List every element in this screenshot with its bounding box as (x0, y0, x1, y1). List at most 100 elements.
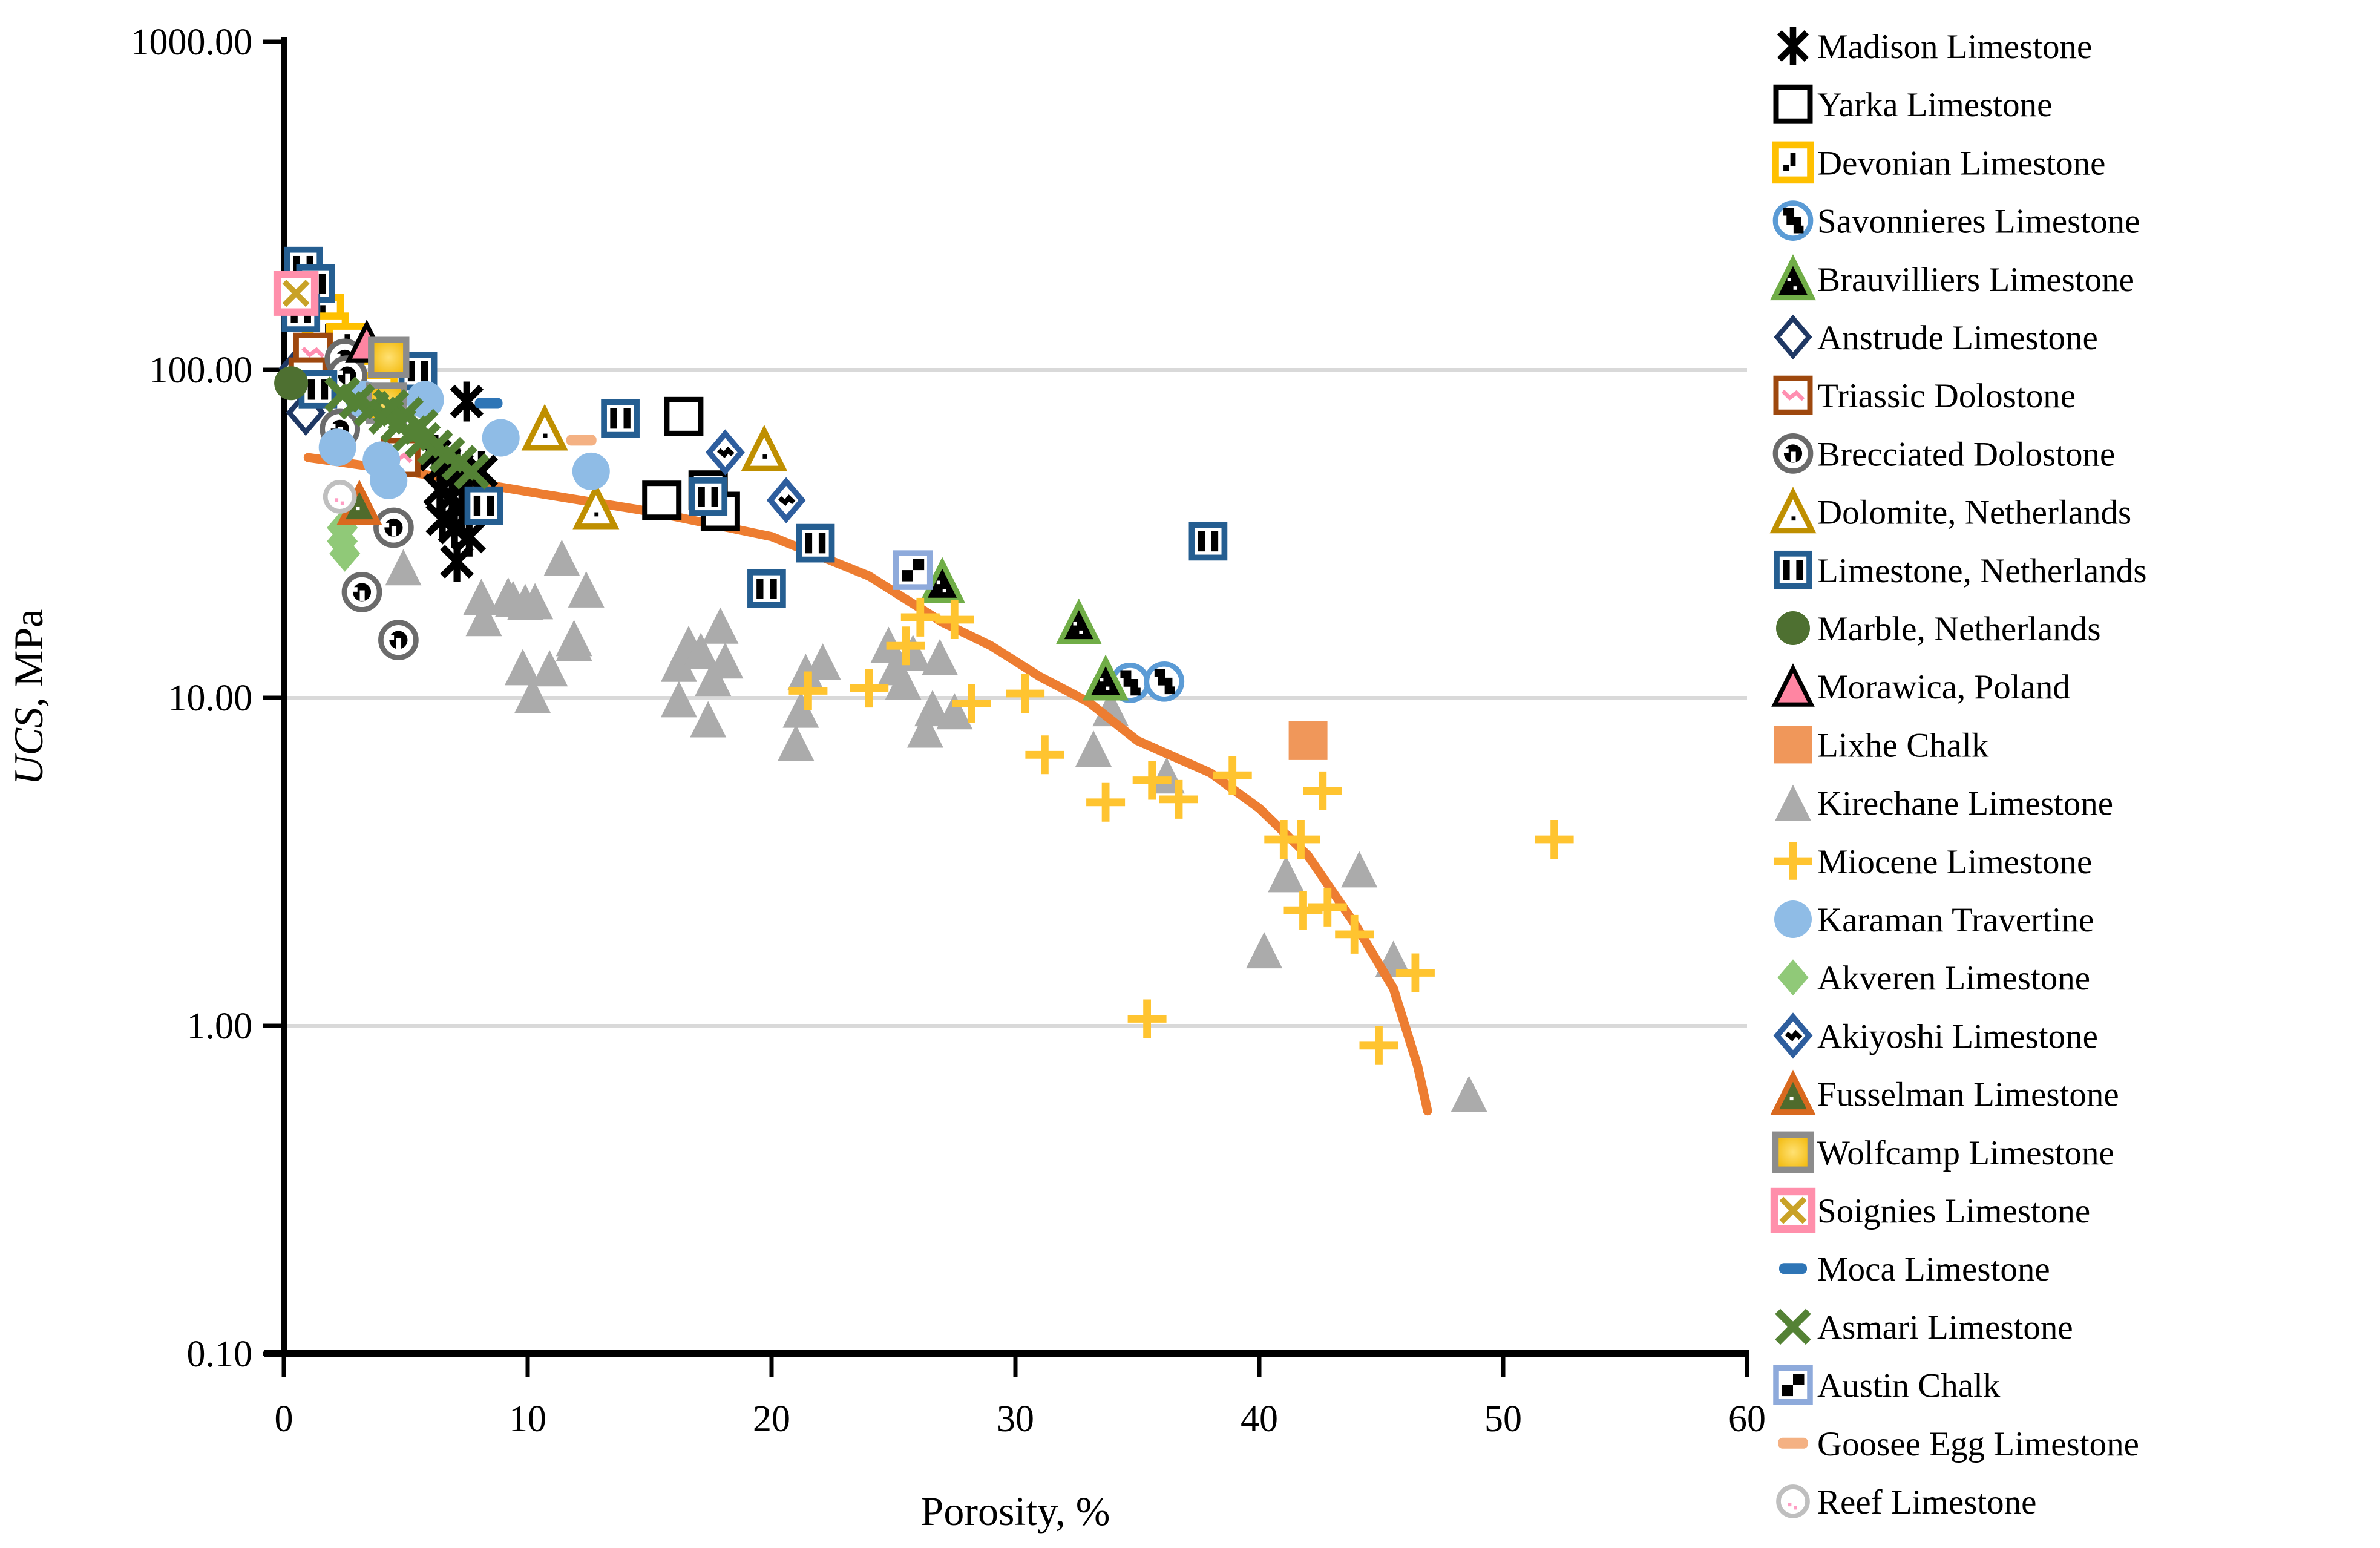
point-kirechane-limestone (804, 643, 841, 680)
point-karaman-travertine (370, 461, 408, 499)
legend-label: Wolfcamp Limestone (1817, 1134, 2114, 1172)
point-miocene-limestone (952, 684, 991, 723)
legend-item-morawica-poland: Morawica, Poland (1771, 663, 2070, 707)
legend: Madison Limestone Yarka Limestone Devonian… (1769, 27, 2147, 1521)
point-miocene-limestone (1359, 1026, 1398, 1065)
point-kirechane-limestone (514, 677, 551, 713)
legend-marker-goosee-egg-limestone-icon (1778, 1437, 1808, 1449)
legend-item-madison-limestone: Madison Limestone (1777, 27, 2092, 66)
point-miocene-limestone (1006, 674, 1045, 713)
legend-item-moca-limestone: Moca Limestone (1779, 1250, 2050, 1288)
point-kirechane-limestone (922, 638, 959, 675)
legend-label: Austin Chalk (1817, 1367, 2001, 1405)
y-tick-label: 10.00 (168, 678, 253, 719)
point-limestone-netherlands (689, 477, 728, 516)
legend-marker-brecciated-dolostone-icon (1772, 433, 1814, 474)
point-moca-limestone (474, 398, 503, 409)
point-miocene-limestone (1308, 887, 1347, 927)
legend-marker-devonian-limestone-icon (1772, 141, 1814, 184)
point-miocene-limestone (1535, 820, 1574, 859)
legend-item-karaman-travertine: Karaman Travertine (1774, 900, 2094, 939)
legend-marker-asmari-limestone-icon (1775, 1308, 1811, 1345)
legend-marker-yarka-limestone-icon (1773, 84, 1813, 124)
point-kirechane-limestone (385, 549, 422, 586)
point-akiyoshi-limestone (766, 477, 806, 523)
point-limestone-netherlands (464, 486, 503, 525)
point-miocene-limestone (1395, 953, 1435, 992)
point-madison-limestone (450, 381, 484, 422)
y-tick-label: 0.10 (187, 1334, 253, 1375)
legend-item-marble-netherlands: Marble, Netherlands (1776, 610, 2101, 648)
legend-item-dolomite-netherlands: Dolomite, Netherlands (1769, 487, 2131, 534)
point-kirechane-limestone (494, 580, 531, 617)
legend-label: Savonnieres Limestone (1817, 203, 2140, 241)
legend-marker-kirechane-limestone-icon (1775, 784, 1811, 821)
legend-label: Asmari Limestone (1817, 1308, 2073, 1346)
x-tick-label: 60 (1728, 1399, 1766, 1440)
legend-item-wolfcamp-limestone: Wolfcamp Limestone (1772, 1131, 2114, 1173)
point-akveren-limestone (329, 535, 361, 572)
legend-marker-brauvilliers-limestone-icon (1769, 254, 1817, 301)
point-kirechane-limestone (782, 691, 819, 728)
point-kirechane-limestone (543, 539, 580, 576)
legend-item-asmari-limestone: Asmari Limestone (1775, 1308, 2073, 1346)
legend-label: Yarka Limestone (1817, 86, 2052, 124)
legend-label: Miocene Limestone (1817, 843, 2092, 881)
point-austin-chalk (893, 550, 933, 590)
fitted-curve (303, 453, 1432, 1116)
legend-label: Brecciated Dolostone (1817, 435, 2115, 473)
point-limestone-netherlands (601, 399, 640, 438)
legend-item-fusselman-limestone: Fusselman Limestone (1770, 1069, 2119, 1115)
legend-marker-limestone-netherlands-icon (1774, 550, 1812, 589)
legend-marker-madison-limestone-icon (1777, 27, 1809, 65)
point-kirechane-limestone (690, 701, 727, 738)
point-kirechane-limestone (906, 711, 943, 748)
point-kirechane-limestone (1341, 851, 1378, 888)
x-tick-label: 50 (1484, 1399, 1522, 1440)
point-karaman-travertine (572, 452, 610, 490)
x-axis-title: Porosity, % (921, 1488, 1110, 1534)
legend-marker-soignies-limestone-icon (1770, 1187, 1816, 1233)
legend-item-kirechane-limestone: Kirechane Limestone (1775, 784, 2113, 823)
axis-tick-labels: 1000.00 100.00 10.00 1.00 0.10 0 10 20 30 40 50 60 (131, 22, 1766, 1440)
x-tick-label: 10 (509, 1399, 546, 1440)
point-kirechane-limestone (1268, 856, 1305, 893)
legend-marker-austin-chalk-icon (1773, 1365, 1813, 1405)
legend-marker-karaman-travertine-icon (1774, 900, 1812, 938)
point-kirechane-limestone (531, 650, 568, 687)
point-miocene-limestone (1281, 820, 1320, 859)
point-brauvilliers-limestone (1083, 654, 1129, 701)
point-miocene-limestone (1086, 782, 1126, 822)
legend-label: Karaman Travertine (1817, 901, 2094, 939)
point-kirechane-limestone (695, 660, 732, 697)
legend-label: Anstrude Limestone (1817, 319, 2098, 357)
legend-label: Devonian Limestone (1817, 144, 2105, 182)
legend-label: Akveren Limestone (1817, 959, 2090, 997)
point-kirechane-limestone (1246, 932, 1283, 969)
data-points (273, 246, 1574, 1116)
legend-marker-dolomite-netherlands-icon (1769, 487, 1817, 534)
legend-label: Lixhe Chalk (1817, 726, 1989, 764)
legend-item-savonnieres-limestone: Savonnieres Limestone (1772, 200, 2140, 241)
legend-item-miocene-limestone: Miocene Limestone (1774, 842, 2092, 881)
point-miocene-limestone (1213, 756, 1252, 795)
legend-label: Marble, Netherlands (1817, 610, 2101, 648)
gridlines (284, 368, 1747, 1028)
legend-item-akiyoshi-limestone: Akiyoshi Limestone (1773, 1012, 2098, 1059)
point-dolomite-netherlands (572, 482, 620, 530)
legend-item-brauvilliers-limestone: Brauvilliers Limestone (1769, 254, 2134, 301)
point-kirechane-limestone (702, 607, 739, 644)
legend-label: Kirechane Limestone (1817, 785, 2113, 823)
legend-item-anstrude-limestone: Anstrude Limestone (1774, 314, 2098, 360)
point-kirechane-limestone (568, 571, 605, 608)
legend-item-triassic-dolostone: Triassic Dolostone (1773, 375, 2076, 415)
point-dolomite-netherlands (741, 424, 788, 471)
legend-label: Fusselman Limestone (1817, 1076, 2119, 1114)
legend-label: Akiyoshi Limestone (1817, 1017, 2098, 1055)
point-miocene-limestone (1303, 771, 1342, 810)
y-axis-title: UCS, MPa (5, 609, 51, 785)
point-asmari-limestone (402, 408, 439, 445)
axis-ticks (263, 39, 1749, 1377)
point-kirechane-limestone (504, 649, 541, 686)
